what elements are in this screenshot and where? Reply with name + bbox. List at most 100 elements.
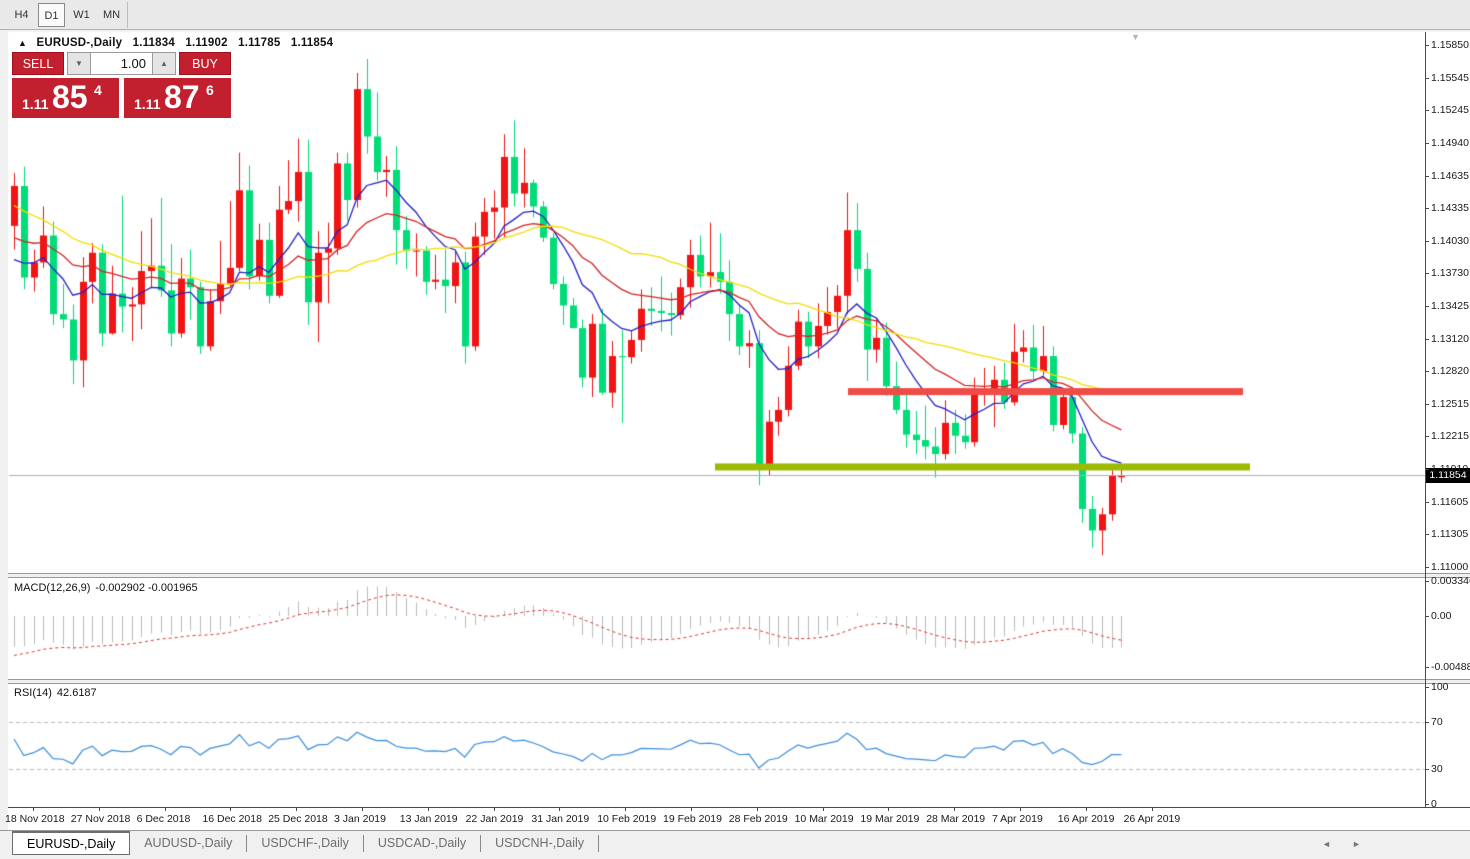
- date-axis-tick: [559, 808, 561, 811]
- volume-input[interactable]: [91, 52, 152, 75]
- timeframe-button-d1[interactable]: D1: [38, 3, 65, 27]
- sell-button[interactable]: SELL: [12, 52, 64, 75]
- tab-separator: [598, 835, 600, 852]
- date-axis-label: 7 Apr 2019: [992, 813, 1043, 825]
- price-axis-label: 1.14030: [1425, 234, 1469, 247]
- toolbar-separator: [127, 2, 128, 28]
- ohlc-close: 1.11854: [290, 37, 334, 49]
- panel-separator-macd-rsi[interactable]: [8, 679, 1470, 684]
- price-axis-label: 1.12820: [1425, 365, 1469, 378]
- price-axis-label: 1.11605: [1424, 495, 1469, 508]
- date-axis-label: 19 Feb 2019: [663, 813, 722, 825]
- chart-tab-bar: EURUSD-,Daily AUDUSD-,Daily USDCHF-,Daily U…: [0, 830, 1470, 859]
- timeframe-toolbar: H4 D1 W1 MN: [0, 0, 1470, 30]
- chart-title: ▲ EURUSD-,Daily 1.11834 1.11902 1.11785 …: [18, 37, 333, 49]
- symbol-arrow-icon: ▲: [18, 38, 28, 48]
- date-axis-tick: [691, 808, 692, 811]
- date-axis-label: 6 Dec 2018: [136, 813, 191, 825]
- volume-increase-button[interactable]: ▲: [152, 52, 176, 75]
- macd-name: MACD(12,26,9): [14, 582, 91, 594]
- macd-axis-label: 0.003346: [1425, 575, 1470, 587]
- rsi-axis-label: 100: [1425, 681, 1449, 693]
- tab-separator: [362, 835, 364, 852]
- panel-separator-chart-macd[interactable]: [8, 573, 1470, 578]
- date-axis-tick: [1151, 808, 1153, 811]
- sell-price-sup: 4: [94, 82, 102, 98]
- price-axis-divider: [1425, 32, 1426, 807]
- macd-axis-label: 0.00: [1424, 610, 1452, 622]
- date-axis-row: [8, 807, 1470, 830]
- macd-axis-label: -0.004885: [1424, 661, 1470, 673]
- price-axis-label: 1.13730: [1425, 267, 1469, 280]
- price-axis-label: 1.14335: [1425, 202, 1469, 215]
- date-axis-tick: [98, 808, 100, 811]
- chart-tab-audusd[interactable]: AUDUSD-,Daily: [144, 836, 233, 850]
- date-axis-label: 27 Nov 2018: [70, 813, 131, 825]
- price-axis-label: 1.15245: [1425, 104, 1469, 117]
- tab-scroll-left-icon[interactable]: ◄: [1322, 839, 1331, 849]
- price-axis-label: 1.11305: [1424, 528, 1469, 541]
- tab-separator: [480, 835, 482, 852]
- date-axis-label: 28 Mar 2019: [926, 813, 986, 825]
- date-axis-tick: [230, 808, 232, 811]
- date-axis-tick: [756, 808, 758, 811]
- date-axis-label: 26 Apr 2019: [1123, 813, 1181, 825]
- sell-price-big: 85: [52, 79, 88, 115]
- price-axis-label: 1.13120: [1425, 332, 1469, 345]
- date-axis-label: 10 Feb 2019: [597, 813, 657, 825]
- date-axis-label: 18 Nov 2018: [5, 813, 65, 825]
- price-axis-label: 1.12515: [1425, 397, 1469, 410]
- rsi-axis-label: 0: [1425, 798, 1437, 810]
- price-axis-label: 1.14940: [1425, 136, 1469, 149]
- sell-price-prefix: 1.11: [22, 96, 49, 112]
- date-axis-label: 31 Jan 2019: [531, 813, 590, 825]
- ohlc-open: 1.11834: [132, 37, 175, 49]
- date-axis-label: 3 Jan 2019: [334, 813, 386, 825]
- price-axis-label: 1.15850: [1425, 39, 1469, 51]
- timeframe-button-w1[interactable]: W1: [73, 9, 90, 21]
- price-axis-label: 1.14635: [1425, 169, 1469, 182]
- date-axis-tick: [164, 808, 166, 811]
- ohlc-high: 1.11902: [185, 37, 228, 49]
- buy-price-sup: 6: [206, 82, 214, 98]
- date-axis-tick: [625, 808, 627, 811]
- one-click-trade-panel: SELL ▼ ▲ BUY 1.11 85 4 1.11 87 6: [12, 52, 231, 118]
- date-axis-tick: [954, 808, 956, 811]
- date-axis-label: 28 Feb 2019: [728, 813, 788, 825]
- current-price-tag: 1.11854: [1426, 468, 1470, 483]
- rsi-value: 42.6187: [56, 687, 97, 699]
- date-axis-tick: [427, 808, 429, 811]
- macd-label: MACD(12,26,9) -0.002902 -0.001965: [14, 582, 198, 594]
- price-axis-label: 1.12215: [1425, 430, 1469, 443]
- timeframe-button-h4[interactable]: H4: [14, 9, 29, 21]
- date-axis-label: 16 Dec 2018: [202, 813, 262, 825]
- buy-price-box[interactable]: 1.11 87 6: [124, 78, 231, 118]
- price-axis-label: 1.15545: [1425, 71, 1469, 84]
- timeframe-button-mn[interactable]: MN: [102, 9, 121, 21]
- chart-tab-eurusd[interactable]: EURUSD-,Daily: [12, 831, 131, 855]
- volume-decrease-button[interactable]: ▼: [67, 52, 91, 75]
- chart-tab-usdchf[interactable]: USDCHF-,Daily: [261, 836, 349, 850]
- rsi-axis-label: 30: [1425, 762, 1443, 775]
- date-axis-label: 13 Jan 2019: [399, 813, 458, 825]
- date-axis-tick: [888, 808, 890, 811]
- date-axis-tick: [822, 808, 824, 811]
- sell-price-box[interactable]: 1.11 85 4: [12, 78, 119, 118]
- chart-tab-usdcnh[interactable]: USDCNH-,Daily: [495, 836, 585, 850]
- buy-button[interactable]: BUY: [179, 52, 231, 75]
- date-axis-tick: [33, 808, 34, 811]
- date-axis-label: 19 Mar 2019: [860, 813, 920, 825]
- date-axis-tick: [1020, 808, 1021, 811]
- tab-scroll-right-icon[interactable]: ►: [1352, 839, 1361, 849]
- chart-tab-usdcad[interactable]: USDCAD-,Daily: [377, 836, 467, 850]
- date-axis-label: 16 Apr 2019: [1057, 813, 1115, 825]
- rsi-name: RSI(14): [14, 687, 52, 699]
- buy-price-big: 87: [164, 79, 200, 115]
- date-axis-label: 22 Jan 2019: [465, 813, 524, 825]
- date-axis-tick: [296, 808, 298, 811]
- date-axis-tick: [1085, 808, 1087, 811]
- ohlc-low: 1.11785: [238, 37, 281, 49]
- date-axis-tick: [493, 808, 495, 811]
